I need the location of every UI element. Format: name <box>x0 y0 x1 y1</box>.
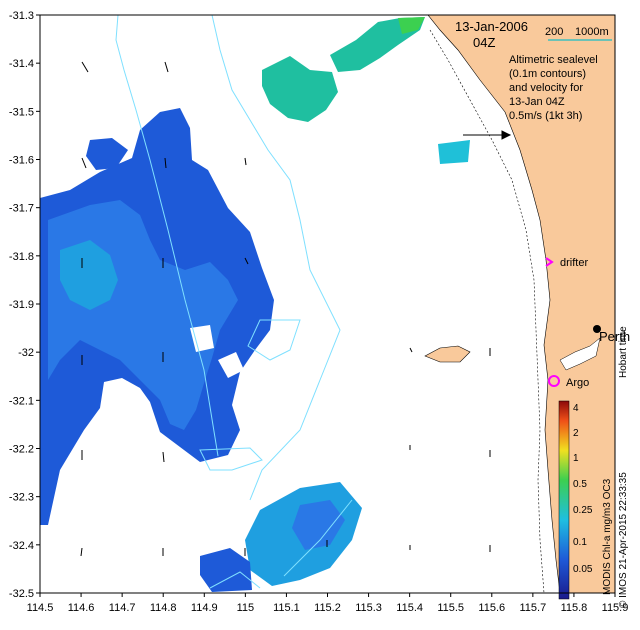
chl-patch-south <box>200 482 362 592</box>
x-tick-label: 115.9 <box>602 602 629 614</box>
time-label: 04Z <box>473 35 495 50</box>
cb-tick-1: 2 <box>573 428 579 439</box>
cb-tick-0: 4 <box>573 403 579 414</box>
x-tick-label: 115 <box>237 602 255 614</box>
cb-tick-6: 0.05 <box>573 564 593 575</box>
scale-label-200: 200 <box>545 26 563 38</box>
x-tick-label: 115.4 <box>396 602 423 614</box>
x-tick-label: 114.8 <box>150 602 177 614</box>
contour-lines <box>115 14 353 589</box>
x-tick-label: 114.7 <box>109 602 136 614</box>
x-tick-label: 115.6 <box>478 602 505 614</box>
chl-patch-north <box>262 17 470 164</box>
bathymetry-200m <box>429 29 545 594</box>
legend-line-1: (0.1m contours) <box>509 68 586 80</box>
x-tick-label: 114.9 <box>191 602 218 614</box>
y-tick-label: -32.1 <box>9 395 34 407</box>
x-tick-label: 115.2 <box>314 602 341 614</box>
cb-tick-2: 1 <box>573 453 579 464</box>
x-tick-label: 115.1 <box>273 602 300 614</box>
y-tick-label: -31.4 <box>9 58 34 70</box>
x-tick-label: 115.8 <box>561 602 588 614</box>
chl-patch-west <box>40 108 274 525</box>
y-tick-label: -31.9 <box>9 299 34 311</box>
y-tick-label: -31.7 <box>9 203 34 215</box>
legend-line-0: Altimetric sealevel <box>509 54 598 66</box>
y-tick-label: -31.8 <box>9 251 34 263</box>
y-tick-label: -31.5 <box>9 106 34 118</box>
hobart-time-label: Hobart time <box>618 326 629 378</box>
cb-tick-4: 0.25 <box>573 505 593 516</box>
velocity-arrows <box>80 61 512 557</box>
drifter-marker: drifter <box>545 257 588 269</box>
scale-label-1000: 1000m <box>575 26 609 38</box>
cb-tick-5: 0.1 <box>573 537 587 548</box>
y-tick-label: -32.4 <box>9 540 34 552</box>
argo-marker: Argo <box>548 375 589 389</box>
cb-tick-3: 0.5 <box>573 479 587 490</box>
y-tick-label: -32 <box>18 347 34 359</box>
legend-line-3: 13-Jan 04Z <box>509 96 565 108</box>
x-axis: 114.5 114.6 114.7 114.8 114.9 115 115.1 115.2 11… <box>27 593 629 614</box>
legend-line-2: and velocity for <box>509 82 583 94</box>
y-tick-label: -32.2 <box>9 444 34 456</box>
drifter-label: drifter <box>560 257 588 269</box>
y-axis: -31.3 -31.4 -31.5 -31.6 -31.7 -31.8 -31.9 -32 -3… <box>9 10 40 600</box>
y-tick-label: -32.5 <box>9 588 34 600</box>
x-tick-label: 115.3 <box>355 602 382 614</box>
x-tick-label: 114.6 <box>68 602 95 614</box>
x-tick-label: 115.5 <box>437 602 464 614</box>
product-label: MODIS Chl-a mg/m3 OC3 <box>602 478 613 595</box>
date-label: 13-Jan-2006 <box>455 19 528 34</box>
colorbar: 4 2 1 0.5 0.25 0.1 0.05 <box>558 400 593 600</box>
legend-text: Altimetric sealevel (0.1m contours) and … <box>509 54 598 122</box>
credit-label: © IMOS 21-Apr-2015 22:33:35 <box>618 472 629 608</box>
y-tick-label: -31.3 <box>9 10 34 22</box>
rottnest-island <box>424 345 471 363</box>
argo-label: Argo <box>566 377 589 389</box>
x-tick-label: 114.5 <box>27 602 54 614</box>
swan-river <box>559 337 601 371</box>
x-tick-label: 115.7 <box>519 602 546 614</box>
legend-line-4: 0.5m/s (1kt 3h) <box>509 110 582 122</box>
y-tick-label: -31.6 <box>9 155 34 167</box>
y-tick-label: -32.3 <box>9 492 34 504</box>
